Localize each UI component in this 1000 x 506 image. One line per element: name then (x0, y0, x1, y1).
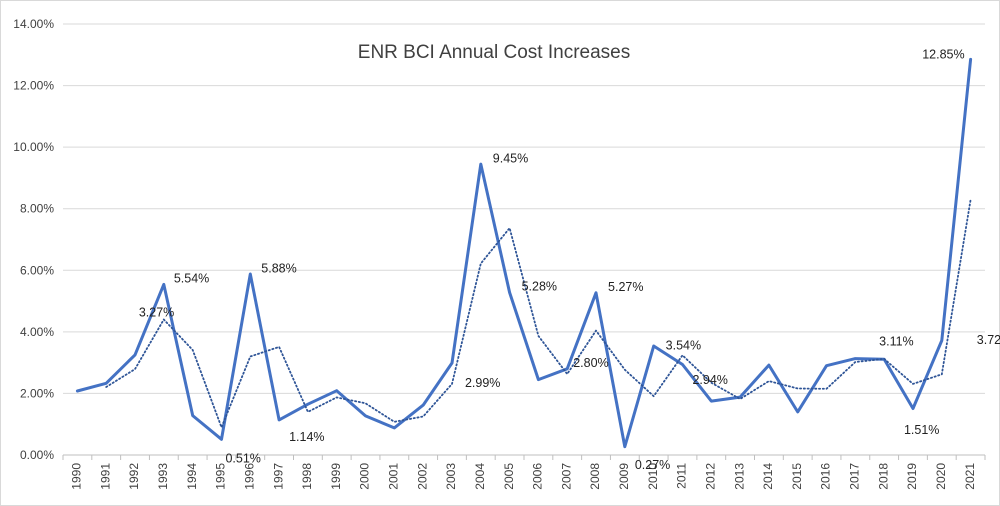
x-tick-label: 2007 (559, 463, 573, 490)
x-tick-label: 2002 (415, 463, 429, 490)
chart-title: ENR BCI Annual Cost Increases (358, 42, 630, 63)
trend-line-dotted (105, 198, 972, 429)
x-tick-label: 2004 (473, 463, 487, 490)
data-label: 1.14% (289, 430, 324, 444)
series-group (75, 57, 973, 449)
x-tick-label: 1991 (98, 463, 112, 490)
data-label: 9.45% (493, 151, 528, 165)
x-tick-label: 1997 (271, 463, 285, 490)
x-tick-label: 2009 (617, 463, 631, 490)
y-axis: 0.00% 2.00% 4.00% 6.00% 8.00% 10.00% 12.00% 14.… (13, 17, 54, 462)
x-tick-label: 1994 (185, 463, 199, 490)
data-label: 1.51% (904, 423, 939, 437)
x-tick-label: 2015 (790, 463, 804, 490)
x-tick-label: 2010 (646, 463, 660, 490)
x-tick-label: 1990 (70, 463, 84, 490)
data-labels: 5.54% 3.27% 0.51% 5.88% 1.14% 2.99% 9.45% 5.28%… (139, 48, 1000, 472)
y-tick-label: 0.00% (20, 448, 54, 462)
x-tick-label: 2016 (819, 463, 833, 490)
x-tick-label: 1998 (300, 463, 314, 490)
data-label: 0.51% (225, 452, 260, 466)
y-tick-label: 8.00% (20, 202, 54, 216)
x-tick-label: 2003 (444, 463, 458, 490)
x-tick-label: 2011 (675, 463, 689, 489)
x-tick-label: 2006 (531, 463, 545, 490)
data-label: 3.27% (139, 306, 174, 320)
x-tick-label: 2012 (703, 463, 717, 490)
x-tick-label: 2019 (905, 463, 919, 490)
series-line-solid (75, 57, 973, 449)
data-label: 3.11% (879, 335, 914, 349)
data-label: 0.27% (635, 458, 670, 472)
x-tick-label: 1995 (214, 463, 228, 490)
x-tick-label: 2008 (588, 463, 602, 490)
x-tick-label: 2014 (761, 463, 775, 490)
x-tick-label: 2021 (963, 463, 977, 490)
data-label: 2.94% (692, 373, 727, 387)
gridlines (63, 23, 985, 456)
x-tick-label: 2001 (387, 463, 401, 490)
x-tick-label: 2013 (732, 463, 746, 490)
y-tick-label: 2.00% (20, 386, 54, 400)
y-tick-label: 12.00% (13, 79, 54, 93)
x-tick-label: 1992 (127, 463, 141, 490)
y-tick-label: 4.00% (20, 325, 54, 339)
data-label: 5.88% (261, 261, 296, 275)
data-label: 12.85% (922, 48, 964, 62)
x-tick-label: 2005 (502, 463, 516, 490)
data-label: 2.80% (573, 356, 608, 370)
y-tick-label: 14.00% (13, 17, 54, 31)
x-tick-label: 2020 (934, 463, 948, 490)
data-label: 5.27% (608, 280, 643, 294)
data-label: 2.99% (465, 376, 500, 390)
x-tick-label: 2017 (848, 463, 862, 490)
x-tick-label: 1993 (156, 463, 170, 490)
y-tick-label: 10.00% (13, 140, 54, 154)
data-label: 5.28% (522, 280, 557, 294)
x-tick-label: 1999 (329, 463, 343, 490)
x-tick-label: 2018 (876, 463, 890, 490)
x-tick-label: 1996 (242, 463, 256, 490)
data-label: 5.54% (174, 272, 209, 286)
data-label: 3.72% (977, 333, 1000, 347)
x-tick-label: 2000 (358, 463, 372, 490)
x-axis: 1990 1991 1992 1993 1994 1995 1996 1997 1998 1999… (62, 455, 986, 490)
y-tick-label: 6.00% (20, 263, 54, 277)
data-label: 3.54% (666, 338, 701, 352)
